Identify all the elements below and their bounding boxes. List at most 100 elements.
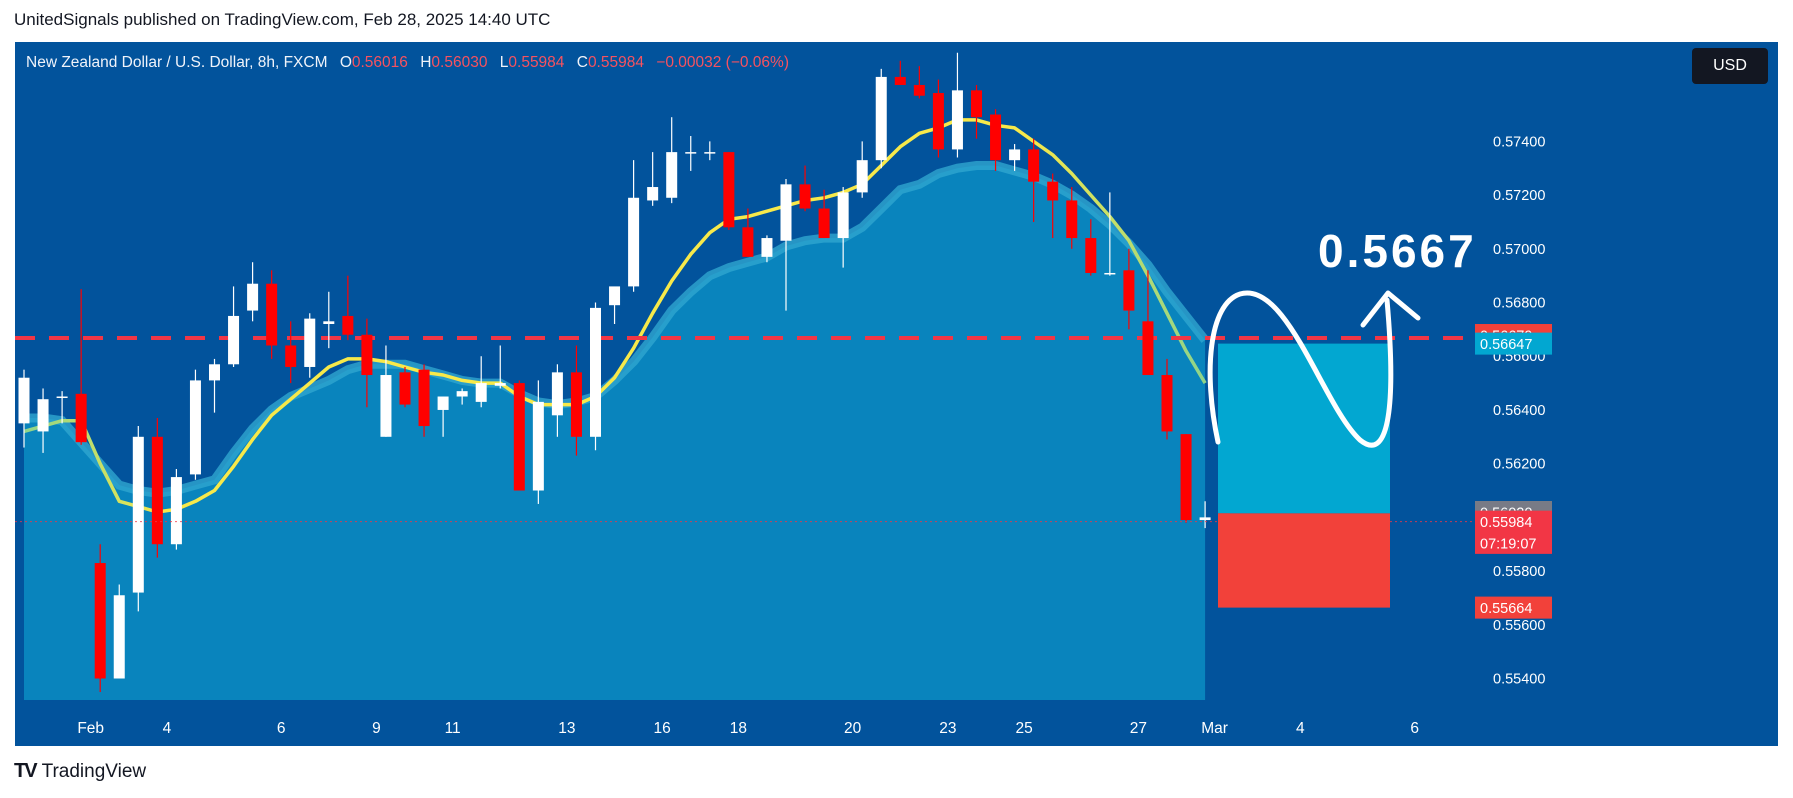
price-tag-text: 0.55984 (1480, 515, 1532, 531)
candle-body (1199, 517, 1211, 521)
candle (837, 187, 849, 268)
candle-body (94, 563, 106, 679)
candle (266, 270, 278, 359)
candle (37, 388, 49, 453)
candle (742, 208, 754, 257)
candle (1142, 270, 1154, 376)
candle-body (323, 321, 335, 324)
legend-high-label: H (420, 54, 432, 71)
projection-arrow-icon (1360, 290, 1421, 328)
candle-body (1009, 149, 1021, 161)
time-tick-label: 6 (1410, 720, 1419, 737)
candle-body (799, 184, 811, 209)
legend-low-label: L (499, 54, 509, 71)
tradingview-brand: TradingView (41, 760, 147, 782)
currency-button[interactable]: USD (1692, 48, 1768, 84)
time-tick-label: 4 (1296, 720, 1305, 737)
price-tick-label: 0.55800 (1493, 564, 1545, 580)
candle-body (532, 401, 544, 491)
candle-body (723, 152, 735, 228)
legend-close-value: 0.55984 (587, 54, 644, 71)
candle-body (399, 372, 411, 405)
candle-body (647, 187, 659, 201)
candle-body (189, 380, 201, 475)
candle-body (666, 152, 678, 198)
candle-body (609, 286, 621, 306)
candle-body (570, 372, 582, 437)
chart-area[interactable]: 0.56670.554000.556000.558000.560000.5620… (15, 42, 1778, 746)
candle (399, 366, 411, 408)
candle (990, 109, 1002, 171)
candle (18, 369, 30, 448)
time-tick-label: 11 (445, 720, 461, 737)
candle-body (170, 477, 182, 545)
candle-body (75, 393, 87, 443)
candle (475, 356, 487, 408)
candle (189, 369, 201, 480)
candle-body (1123, 270, 1135, 311)
ema-slow-band (24, 161, 1209, 498)
candle (1085, 219, 1097, 276)
tradingview-footer[interactable]: TV TradingView (14, 760, 146, 783)
candle (151, 418, 163, 558)
price-tick-label: 0.56800 (1493, 296, 1545, 312)
candle (685, 136, 697, 171)
candle (132, 426, 144, 612)
target-price-label: 0.5667 (1318, 225, 1477, 277)
price-tick-label: 0.57400 (1493, 134, 1545, 150)
candle-body (132, 436, 144, 593)
projection-curve (1207, 290, 1394, 448)
candle (380, 345, 392, 437)
candle (1028, 138, 1040, 222)
price-tag-text: 0.55664 (1480, 601, 1532, 617)
candle (494, 345, 506, 389)
ema-fast-line (23, 118, 1207, 514)
candle-body (437, 396, 449, 410)
time-tick-label: 16 (654, 720, 671, 737)
candle-body (151, 436, 163, 545)
candle (628, 160, 640, 292)
target-zone (1218, 343, 1390, 514)
candle (1066, 187, 1078, 249)
price-tick-label: 0.57200 (1493, 188, 1545, 204)
candle-body (475, 383, 487, 402)
candle (456, 388, 468, 405)
time-tick-label: 6 (277, 720, 286, 737)
candle (94, 544, 106, 692)
candle (418, 364, 430, 437)
time-tick-label: 20 (844, 720, 862, 737)
candle (1180, 434, 1192, 523)
time-tick-label: 18 (730, 720, 747, 737)
candle-body (551, 372, 563, 416)
candle (170, 469, 182, 550)
ema-area-fill (24, 165, 1206, 700)
candle-body (456, 391, 468, 397)
time-tick-label: Mar (1201, 720, 1228, 737)
legend-symbol[interactable]: New Zealand Dollar / U.S. Dollar, 8h, FX… (26, 54, 328, 71)
candle-body (1066, 200, 1078, 239)
candle (761, 235, 773, 263)
candle (437, 396, 449, 437)
price-tag-text: 07:19:07 (1480, 536, 1536, 552)
candle (323, 291, 335, 349)
candle (361, 318, 373, 408)
candle-body (513, 383, 525, 491)
price-tick-label: 0.55400 (1493, 672, 1545, 688)
symbol-legend: New Zealand Dollar / U.S. Dollar, 8h, FX… (26, 54, 789, 72)
candle (1123, 248, 1135, 330)
candle-body (18, 377, 30, 424)
candle (913, 66, 925, 99)
time-tick-label: 27 (1130, 720, 1147, 737)
candle-body (209, 364, 220, 381)
price-tag: 0.55664 (1475, 596, 1552, 619)
candle (799, 165, 811, 212)
candle-body (1028, 149, 1040, 182)
candle (590, 302, 601, 451)
price-tag: 07:19:07 (1475, 531, 1552, 554)
candle-body (913, 84, 925, 96)
candle (609, 286, 621, 324)
candle-body (704, 152, 716, 154)
candle-body (761, 238, 773, 257)
legend-low-value: 0.55984 (508, 54, 565, 71)
candlestick-chart[interactable]: 0.56670.554000.556000.558000.560000.5620… (15, 42, 1778, 746)
